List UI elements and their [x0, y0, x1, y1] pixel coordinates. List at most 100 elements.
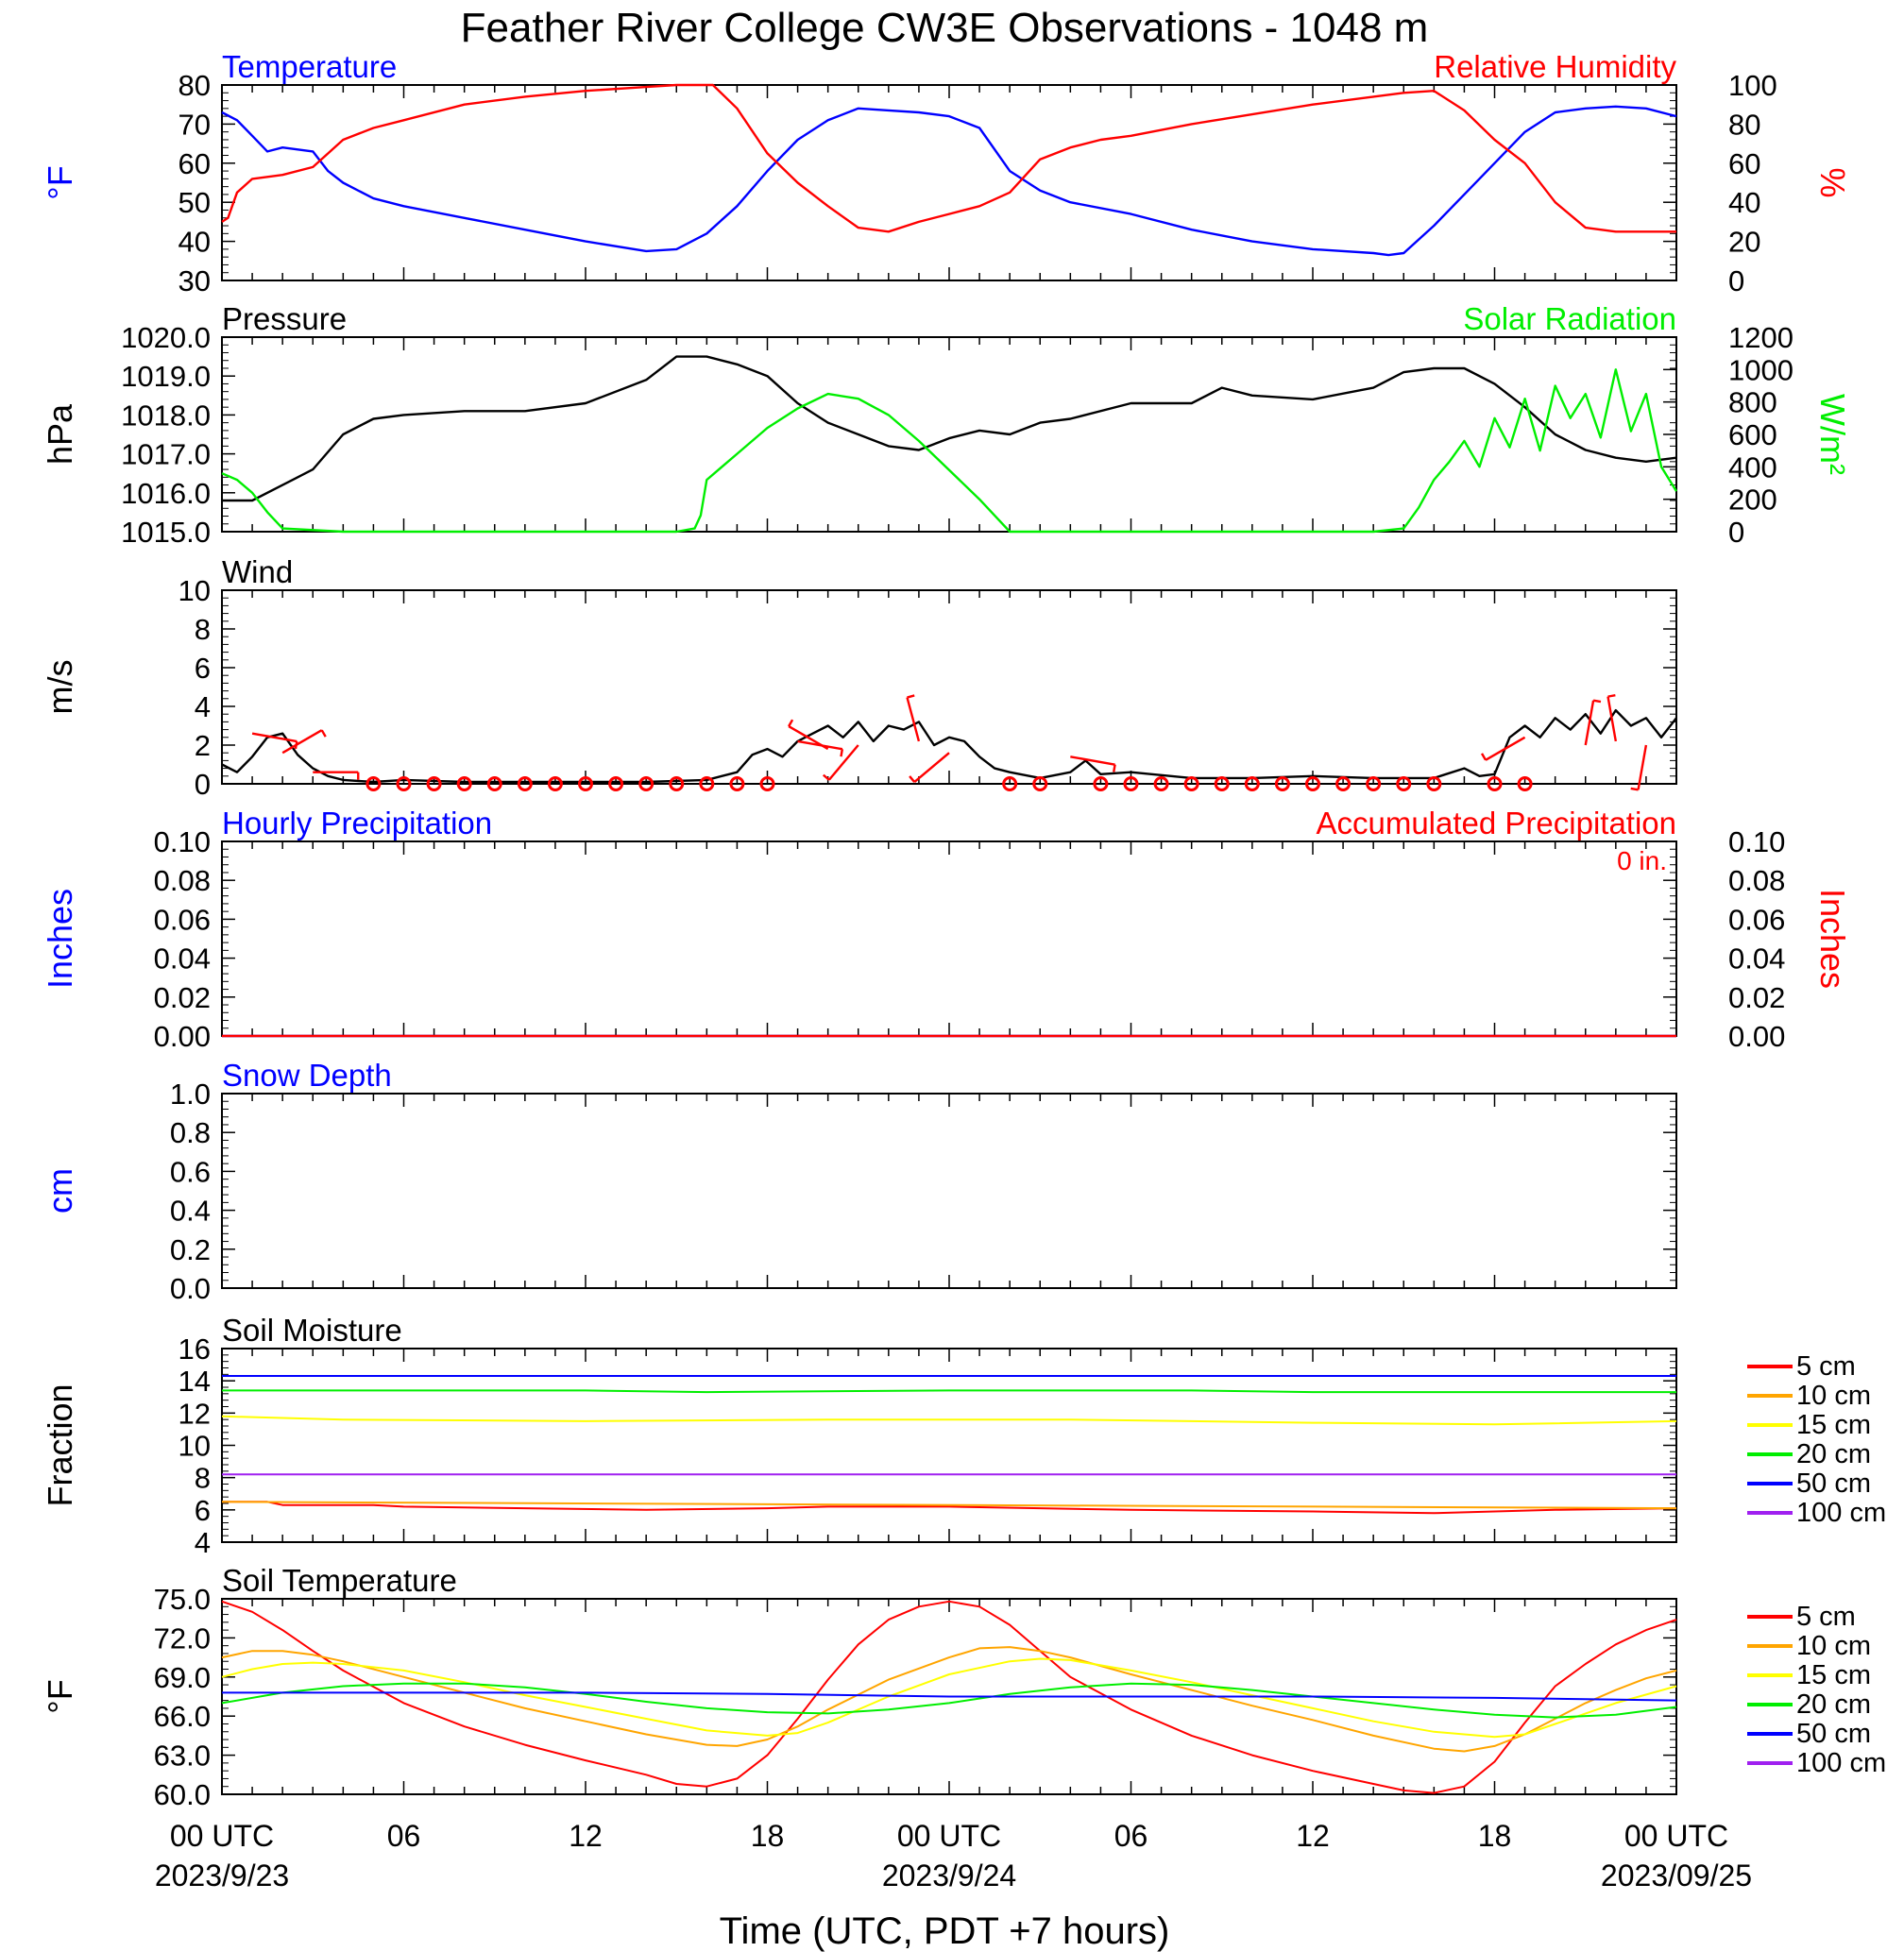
y-axis-label: m/s — [41, 660, 79, 715]
y-axis-label-right: % — [1813, 167, 1852, 197]
panel-title: Hourly Precipitation — [222, 806, 492, 840]
y-tick-label: 1019.0 — [121, 360, 211, 393]
legend-item: 10 cm — [1796, 1631, 1871, 1661]
panel-title: Temperature — [222, 49, 397, 84]
calm-wind-marker — [729, 776, 745, 791]
panel-title: Soil Temperature — [222, 1563, 457, 1598]
x-tick-date-label: 2023/9/24 — [882, 1859, 1016, 1893]
y-tick-label: 30 — [178, 264, 211, 297]
y-tick-label: 12 — [178, 1397, 211, 1430]
panel-title: Pressure — [222, 301, 347, 336]
y-tick-label: 16 — [178, 1332, 211, 1366]
wind-barb — [906, 697, 921, 742]
panel-snow: 0.0 0.2 0.4 0.6 0.8 1.0 Snow Depth cm — [41, 1058, 1677, 1305]
x-tick-label: 06 — [1114, 1819, 1148, 1853]
y-tick-label: 66.0 — [154, 1700, 211, 1733]
y-tick-label: 0.4 — [170, 1195, 211, 1228]
y-tick-label: 60 — [178, 147, 211, 180]
y-right-tick-label: 0.10 — [1728, 825, 1785, 858]
x-axis-label: Time (UTC, PDT +7 hours) — [720, 1910, 1170, 1952]
y-tick-label: 4 — [195, 1526, 211, 1559]
y-tick-label: 63.0 — [154, 1740, 211, 1773]
wind-barb — [788, 725, 829, 751]
y-tick-label: 6 — [195, 1494, 211, 1527]
y-tick-label: 4 — [195, 690, 211, 723]
y-tick-label: 1020.0 — [121, 321, 211, 354]
calm-wind-marker — [1426, 776, 1442, 791]
calm-wind-marker — [669, 776, 685, 791]
x-tick-label: 18 — [751, 1819, 785, 1853]
y-tick-label: 6 — [195, 652, 211, 685]
wind-barb — [1606, 696, 1618, 742]
y-tick-label: 60.0 — [154, 1778, 211, 1811]
y-axis-label: cm — [41, 1168, 79, 1214]
panel-title-right: Relative Humidity — [1434, 49, 1676, 84]
calm-wind-marker — [396, 776, 412, 791]
calm-wind-marker — [1305, 776, 1320, 791]
y-right-tick-label: 20 — [1728, 226, 1760, 259]
y-tick-label: 80 — [178, 69, 211, 102]
panel-soil_temperature: 60.0 63.0 66.0 69.0 72.0 75.0 Soil Temperature… — [41, 1563, 1886, 1811]
wind-barb-flag — [840, 749, 844, 757]
panel-wind: 0 2 4 6 8 10 Wind m/s — [41, 554, 1677, 801]
series-temp_rh-0-line — [221, 105, 1677, 257]
wind-barb — [1637, 744, 1648, 790]
panel-temp_rh: 30 40 50 60 70 80 0 20 40 60 80 100 Temperature Relat… — [41, 49, 1852, 297]
y-tick-label: 14 — [178, 1365, 211, 1398]
y-right-tick-label: 60 — [1728, 147, 1760, 180]
calm-wind-marker — [638, 776, 654, 791]
wind-barb-flag — [320, 729, 327, 738]
series-20-cm-line — [222, 1389, 1676, 1394]
y-tick-label: 10 — [178, 1430, 211, 1463]
y-right-tick-label: 1200 — [1728, 321, 1794, 354]
calm-wind-marker — [1093, 776, 1109, 791]
y-tick-label: 0.02 — [154, 981, 211, 1014]
y-tick-label: 0.06 — [154, 903, 211, 936]
x-tick-label: 00 UTC — [897, 1819, 1001, 1853]
calm-wind-marker — [1214, 776, 1230, 791]
series-50-cm-line — [222, 1691, 1677, 1702]
y-axis-label: °F — [41, 1679, 79, 1713]
y-tick-label: 0.8 — [170, 1116, 211, 1149]
x-tick-label: 06 — [387, 1819, 421, 1853]
legend-item: 20 cm — [1796, 1439, 1871, 1469]
x-tick-date-label: 2023/9/23 — [155, 1859, 289, 1893]
wind-barb — [251, 732, 298, 743]
y-right-tick-label: 0 — [1728, 264, 1744, 297]
y-axis-label: hPa — [41, 403, 79, 465]
y-tick-label: 40 — [178, 226, 211, 259]
calm-wind-marker — [1244, 776, 1260, 791]
x-tick-label: 12 — [1296, 1819, 1330, 1853]
calm-wind-marker — [759, 776, 775, 791]
series-5-cm-line — [222, 1501, 1677, 1515]
y-tick-label: 70 — [178, 108, 211, 141]
y-tick-label: 50 — [178, 186, 211, 219]
x-tick-label: 00 UTC — [170, 1819, 274, 1853]
legend-item: 5 cm — [1796, 1351, 1856, 1382]
y-right-tick-label: 80 — [1728, 108, 1760, 141]
time-axis: 00 UTC 2023/9/23 06 12 18 00 UTC 2023/9/24 06 12… — [155, 1819, 1752, 1893]
y-right-tick-label: 0 — [1728, 516, 1744, 549]
y-tick-label: 69.0 — [154, 1661, 211, 1694]
y-right-tick-label: 1000 — [1728, 353, 1794, 386]
legend-item: 15 cm — [1796, 1660, 1871, 1690]
series-15-cm-line — [221, 1415, 1677, 1426]
x-tick-label: 12 — [569, 1819, 603, 1853]
y-right-tick-label: 600 — [1728, 418, 1777, 451]
y-right-tick-label: 0.04 — [1728, 942, 1785, 976]
calm-wind-marker — [1487, 776, 1503, 791]
panel-title: Snow Depth — [222, 1058, 392, 1093]
legend-item: 15 cm — [1796, 1410, 1871, 1440]
y-tick-label: 0.2 — [170, 1233, 211, 1266]
y-tick-label: 0.6 — [170, 1155, 211, 1188]
x-tick-date-label: 2023/09/25 — [1601, 1859, 1752, 1893]
y-tick-label: 0.04 — [154, 942, 211, 976]
calm-wind-marker — [1153, 776, 1169, 791]
calm-wind-marker — [1123, 776, 1139, 791]
accumulated-total-label: 0 in. — [1617, 846, 1667, 875]
panel-title-right: Accumulated Precipitation — [1316, 806, 1676, 840]
calm-wind-marker — [547, 776, 563, 791]
series-temp_rh-1-line — [221, 83, 1676, 233]
